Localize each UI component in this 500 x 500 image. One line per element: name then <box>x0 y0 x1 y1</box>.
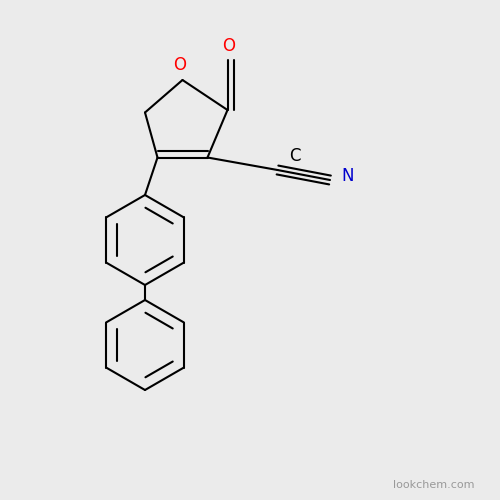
Text: C: C <box>289 147 301 165</box>
Text: O: O <box>174 56 186 74</box>
Text: lookchem.com: lookchem.com <box>394 480 475 490</box>
Text: N: N <box>341 167 353 185</box>
Text: O: O <box>222 37 235 55</box>
